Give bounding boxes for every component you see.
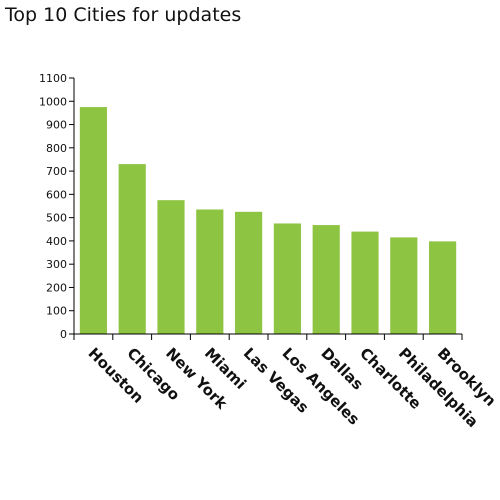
y-tick-label: 400 [46, 235, 67, 248]
y-tick-label: 200 [46, 281, 67, 294]
y-tick-label: 1000 [39, 95, 67, 108]
chart-title: Top 10 Cities for updates [5, 4, 242, 26]
y-tick-label: 900 [46, 119, 67, 132]
bar-las-vegas [235, 211, 263, 334]
y-axis: 0 100 200 300 400 500 600 700 800 900 1000 1100 [39, 72, 75, 341]
y-tick-label: 500 [46, 212, 67, 225]
y-tick-label: 1100 [39, 72, 67, 85]
bar-houston [79, 107, 107, 334]
y-tick-label: 600 [46, 188, 67, 201]
bars [79, 107, 457, 334]
bar-brooklyn [429, 241, 457, 334]
bar-new-york [157, 200, 185, 334]
y-tick-label: 300 [46, 258, 67, 271]
y-tick-label: 800 [46, 142, 67, 155]
bar-miami [196, 209, 224, 334]
bar-dallas [312, 225, 340, 334]
y-tick-label: 0 [60, 328, 67, 341]
y-tick-label: 100 [46, 305, 67, 318]
bar-philadelphia [390, 237, 418, 334]
y-tick-label: 700 [46, 165, 67, 178]
bar-chicago [118, 164, 146, 334]
bar-charlotte [351, 231, 379, 334]
bar-los-angeles [273, 223, 301, 334]
